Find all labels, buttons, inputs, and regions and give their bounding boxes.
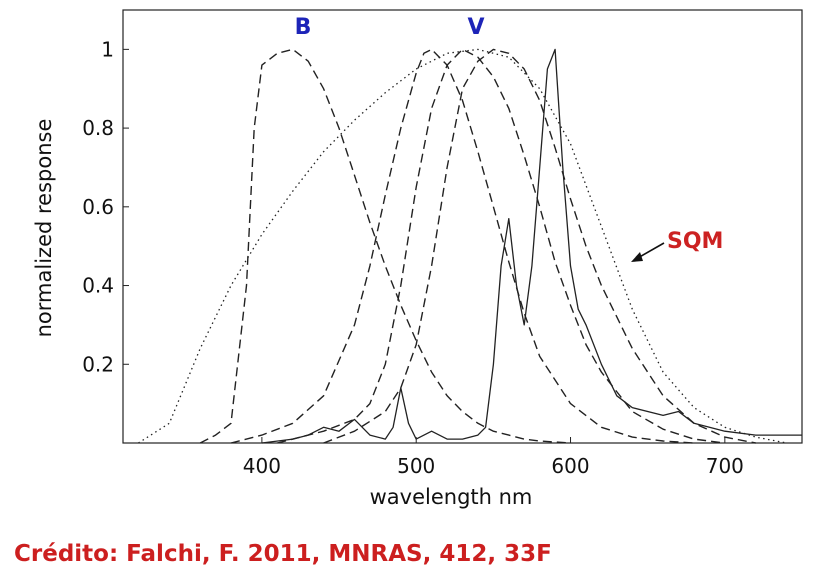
x-tick-label: 400 [243,454,281,478]
plot-frame [122,9,803,444]
series-line-6 [261,48,802,444]
sqm-arrow-head [631,252,643,262]
y-tick-label: 0.4 [82,274,114,298]
sqm-label: SQM [667,229,723,254]
y-axis-label: normalized response [32,119,56,338]
y-tick-label: 0.6 [82,195,114,219]
series-line-1 [199,48,571,444]
series-group [138,48,802,444]
credit-text: Crédito: Falchi, F. 2011, MNRAS, 412, 33… [14,541,552,567]
x-axis-label: wavelength nm [370,485,533,509]
series-line-5 [138,48,787,444]
series-line-4 [323,48,756,444]
series-line-2 [230,48,695,444]
ticks-group: 400 500 600 700 0.2 0.4 0.6 0.8 1 [82,37,744,478]
x-tick-label: 700 [706,454,744,478]
v-band-label: V [467,15,484,40]
b-band-label: B [295,15,312,40]
y-tick-label: 1 [101,37,114,61]
y-tick-label: 0.2 [82,352,114,376]
x-tick-label: 600 [551,454,589,478]
x-tick-label: 500 [397,454,435,478]
y-tick-label: 0.8 [82,116,114,140]
